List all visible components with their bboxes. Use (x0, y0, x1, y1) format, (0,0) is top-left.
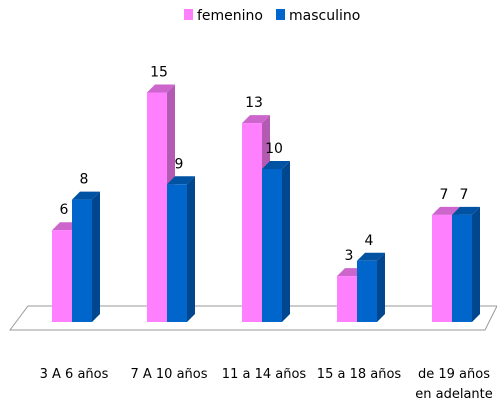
bar-front (432, 214, 452, 322)
data-label: 6 (60, 202, 69, 218)
bar-front (337, 276, 357, 322)
x-tick-label: 7 A 10 años (130, 367, 208, 382)
bar-side (187, 176, 195, 322)
bar-front (147, 92, 167, 322)
bar-top (357, 252, 385, 261)
bar-top (242, 115, 270, 124)
bar-side (282, 161, 290, 322)
bar-front (167, 184, 187, 322)
bar (262, 161, 290, 322)
bar-side (472, 206, 480, 322)
data-label: 9 (175, 156, 184, 172)
bar-front (72, 199, 92, 322)
x-tick-label: de 19 años en adelante (415, 367, 493, 402)
bar-front (452, 214, 472, 322)
data-label: 4 (365, 233, 374, 249)
bar (357, 252, 385, 322)
bar-front (262, 169, 282, 322)
bar (72, 191, 100, 322)
data-label: 3 (345, 248, 354, 264)
bar-top (167, 176, 195, 185)
bar-front (357, 260, 377, 322)
bar-front (242, 123, 262, 322)
data-label: 7 (440, 187, 449, 203)
legend-swatch (184, 9, 193, 20)
data-label: 15 (150, 65, 168, 81)
bar-top (147, 84, 175, 93)
bar-top (432, 206, 460, 215)
bar (167, 176, 195, 322)
data-label: 10 (265, 141, 283, 157)
bar-top (72, 191, 100, 200)
legend-swatch (276, 9, 285, 20)
bar (452, 206, 480, 322)
bar-side (92, 191, 100, 322)
data-label: 13 (245, 95, 263, 111)
legend-label: femenino (197, 8, 263, 24)
data-label: 7 (460, 187, 469, 203)
x-tick-label: 15 a 18 años (316, 367, 402, 382)
bar-top (262, 161, 290, 169)
data-label: 8 (80, 172, 89, 188)
bar-side (377, 252, 385, 322)
bar-top (452, 206, 480, 215)
x-tick-label: 3 A 6 años (39, 367, 109, 382)
bar-front (52, 230, 72, 322)
x-tick-label: 11 a 14 años (221, 367, 307, 382)
legend-label: masculino (289, 8, 360, 24)
